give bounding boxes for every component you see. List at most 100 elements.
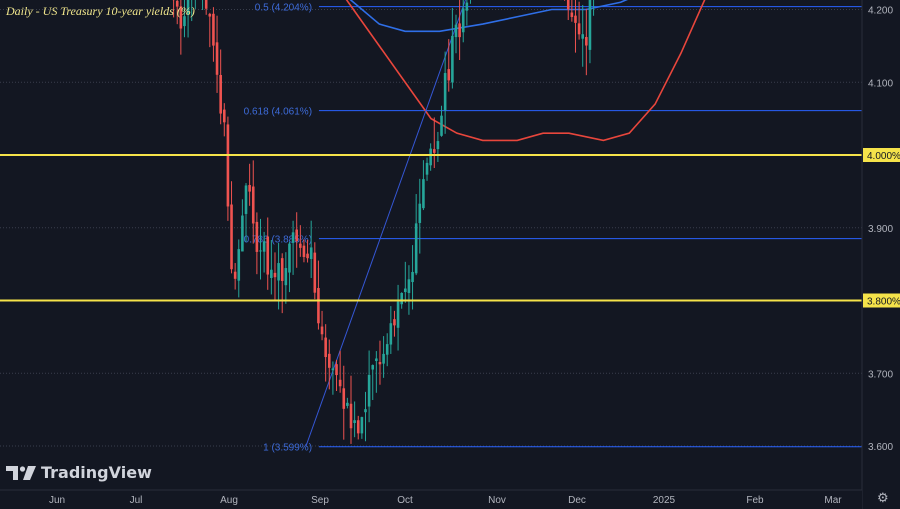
fib-label: 0.786 (3.885%): [244, 235, 312, 246]
candle-body: [364, 409, 367, 413]
candle: [404, 261, 407, 303]
candle-body: [356, 420, 360, 434]
candle-body: [313, 252, 317, 293]
x-tick-label: Sep: [311, 495, 329, 506]
candle: [447, 39, 451, 92]
candle: [581, 4, 585, 67]
candle: [306, 239, 309, 263]
candle-body: [574, 15, 577, 23]
candle: [262, 231, 266, 273]
candle: [212, 7, 215, 62]
candle-body: [371, 365, 375, 370]
candle: [407, 265, 411, 315]
x-tick-label: Dec: [568, 495, 586, 506]
candle-body: [404, 288, 407, 293]
candle: [393, 310, 396, 337]
candle: [411, 245, 414, 310]
candle: [469, 0, 471, 4]
candle-body: [465, 2, 469, 11]
candle: [331, 361, 335, 395]
candle: [202, 0, 204, 11]
candle: [342, 365, 346, 440]
candles: [172, 0, 595, 444]
ma-blue-line: [349, 0, 628, 33]
candle-body: [338, 379, 342, 387]
key-level-tag: [863, 148, 900, 162]
chart-title: Daily - US Treasury 10-year yields (%): [6, 4, 195, 18]
candle-body: [320, 326, 324, 335]
x-tick-label: Feb: [746, 495, 764, 506]
candle: [255, 212, 259, 275]
candle: [389, 306, 393, 354]
candle: [313, 242, 317, 300]
candle: [248, 163, 251, 206]
candle: [454, 14, 458, 54]
candle-body: [436, 141, 440, 150]
candle-body: [360, 417, 364, 434]
candle-body: [222, 109, 226, 123]
candle: [309, 220, 313, 278]
candle: [172, 0, 175, 18]
candle-body: [309, 247, 313, 260]
fib-label: 0.618 (4.061%): [244, 107, 312, 118]
candle: [356, 415, 360, 440]
candle: [593, 0, 595, 16]
candle-body: [375, 358, 378, 362]
y-tick-label: 4.200: [868, 6, 893, 17]
candle-body: [183, 16, 186, 27]
candle-body: [425, 162, 429, 175]
key-level-label: 4.000%: [867, 151, 900, 162]
candle: [385, 333, 389, 367]
candle-body: [566, 0, 570, 10]
candle-body: [422, 179, 425, 209]
candle: [346, 397, 349, 409]
candle-body: [407, 279, 411, 293]
candle: [273, 252, 277, 302]
candle-body: [454, 24, 458, 38]
candle-body: [353, 420, 356, 424]
candle-body: [208, 13, 212, 17]
candle: [277, 243, 280, 310]
gear-icon[interactable]: ⚙: [877, 490, 889, 505]
candle: [183, 0, 186, 38]
candle: [371, 364, 375, 400]
candle-body: [432, 149, 436, 153]
candle: [186, 0, 190, 38]
candle-body: [585, 37, 588, 46]
candle: [360, 416, 364, 439]
candle: [422, 160, 425, 211]
candle: [317, 260, 320, 330]
candle: [270, 239, 273, 295]
candle-body: [226, 124, 230, 207]
candle: [566, 0, 570, 21]
candle: [194, 0, 196, 9]
candle: [259, 218, 262, 280]
candle-body: [429, 148, 432, 166]
tradingview-icon: [6, 465, 36, 480]
candle-body: [443, 73, 447, 111]
y-tick-label: 3.900: [868, 224, 893, 235]
candle-body: [461, 8, 465, 33]
key-level-tag: [863, 293, 900, 308]
candle: [320, 310, 324, 341]
candle: [280, 253, 284, 314]
fib-label: 1 (3.599%): [263, 443, 312, 454]
candle: [244, 183, 248, 242]
candle-body: [299, 243, 302, 248]
candle: [458, 0, 461, 61]
candle-body: [440, 115, 443, 136]
candle: [432, 117, 436, 168]
candle: [577, 1, 581, 40]
candle-body: [291, 232, 295, 243]
candle-body: [175, 0, 179, 7]
y-tick-label: 3.700: [868, 369, 893, 380]
candle-body: [324, 337, 327, 358]
candle: [175, 0, 179, 25]
candle-body: [259, 250, 262, 252]
candle: [215, 15, 219, 93]
candle: [191, 0, 193, 22]
candle: [436, 131, 440, 163]
candle: [237, 239, 241, 298]
candle-body: [284, 268, 288, 286]
